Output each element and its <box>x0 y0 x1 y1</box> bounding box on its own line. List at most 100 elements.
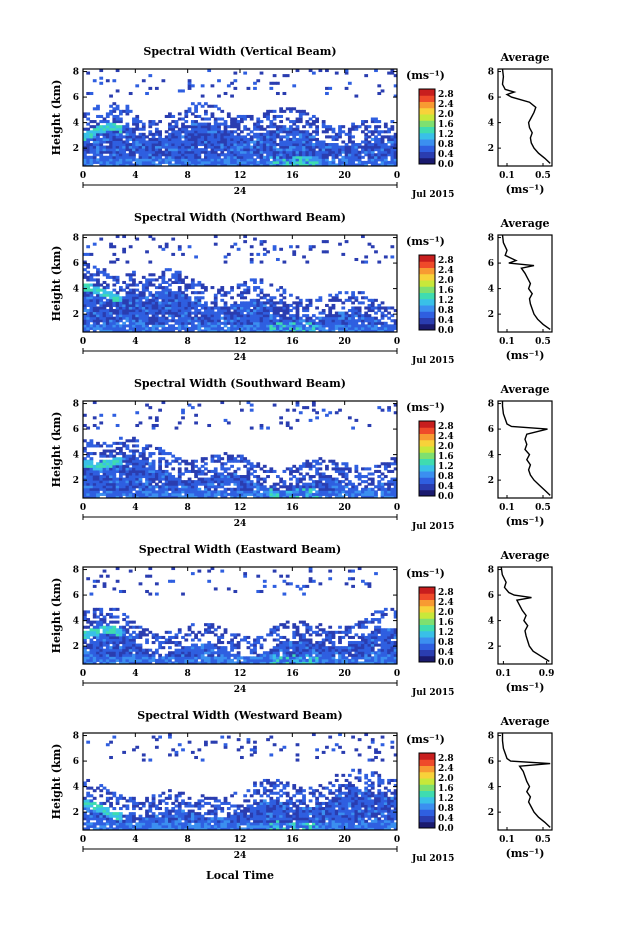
heatmap-cell <box>331 306 336 310</box>
heatmap-cell <box>158 487 162 491</box>
heatmap-cell <box>89 638 94 642</box>
heatmap-cell <box>338 485 342 489</box>
heatmap-cell <box>213 321 218 325</box>
heatmap-cell <box>364 475 369 479</box>
heatmap-cell <box>275 91 280 96</box>
heatmap-cell <box>302 492 306 496</box>
heatmap-cell <box>148 86 153 90</box>
heatmap-cell <box>210 454 215 458</box>
heatmap-cell <box>105 464 110 468</box>
heatmap-cell <box>315 469 319 473</box>
heatmap-cell <box>374 485 378 489</box>
heatmap-cell <box>351 482 355 486</box>
heatmap-cell <box>331 482 336 486</box>
heatmap-cell <box>387 153 391 157</box>
heatmap-cell <box>249 148 254 152</box>
heatmap-cell <box>262 143 267 147</box>
heatmap-cell <box>364 324 369 328</box>
heatmap-cell <box>187 625 192 629</box>
heatmap-cell <box>118 132 123 136</box>
heatmap-cell <box>135 150 140 154</box>
heatmap-cell <box>361 163 365 167</box>
heatmap-cell <box>145 160 149 164</box>
heatmap-cell <box>105 477 110 481</box>
heatmap-cell <box>240 311 244 315</box>
heatmap-cell <box>105 135 110 139</box>
heatmap-cell <box>347 321 352 325</box>
heatmap-cell <box>285 492 290 496</box>
heatmap-cell <box>99 643 104 647</box>
heatmap-cell <box>321 321 326 325</box>
heatmap-cell <box>168 477 172 481</box>
heatmap-cell <box>269 309 274 313</box>
heatmap-cell <box>204 140 208 144</box>
heatmap-cell <box>243 321 248 325</box>
heatmap-cell <box>161 286 166 290</box>
heatmap-cell <box>308 160 313 164</box>
heatmap-cell <box>364 140 369 144</box>
heatmap-cell <box>259 135 264 139</box>
heatmap-cell <box>253 309 257 313</box>
heatmap-cell <box>135 457 140 461</box>
heatmap-cell <box>357 492 362 496</box>
heatmap-cell <box>351 293 355 297</box>
heatmap-cell <box>334 314 339 318</box>
heatmap-cell <box>181 653 185 657</box>
heatmap-cell <box>99 137 104 141</box>
heatmap-cell <box>354 324 359 328</box>
heatmap-cell <box>187 109 192 113</box>
heatmap-cell <box>164 472 169 476</box>
heatmap-cell <box>213 235 218 239</box>
heatmap-cell <box>204 477 208 481</box>
heatmap-cell <box>105 480 110 484</box>
heatmap-cell <box>220 492 225 496</box>
heatmap-cell <box>259 260 264 264</box>
heatmap-cell <box>370 326 375 330</box>
heatmap-cell <box>302 406 306 410</box>
heatmap-cell <box>135 127 140 131</box>
heatmap-cell <box>138 582 143 586</box>
heatmap-cell <box>377 406 382 410</box>
heatmap-cell <box>194 316 198 320</box>
heatmap-cell <box>145 329 149 333</box>
heatmap-cell <box>128 495 133 499</box>
heatmap-cell <box>118 487 123 491</box>
heatmap-cell <box>243 482 248 486</box>
heatmap-cell <box>197 324 202 328</box>
heatmap-cell <box>344 490 349 494</box>
heatmap-cell <box>380 150 385 154</box>
heatmap-cell <box>249 245 254 249</box>
heatmap-cell <box>295 145 300 149</box>
heatmap-cell <box>210 127 215 131</box>
heatmap-cell <box>118 661 123 665</box>
heatmap-cell <box>207 651 212 655</box>
heatmap-cell <box>92 482 97 486</box>
heatmap-cell <box>115 137 120 141</box>
heatmap-cell <box>158 643 162 647</box>
heatmap-cell <box>269 81 274 85</box>
heatmap-cell <box>190 319 195 323</box>
heatmap-cell <box>262 301 267 305</box>
heatmap-cell <box>145 148 149 152</box>
heatmap-cell <box>308 247 313 251</box>
heatmap-cell <box>86 620 91 624</box>
heatmap-cell <box>161 469 166 473</box>
heatmap-cell <box>122 153 127 157</box>
heatmap-cell <box>233 303 238 307</box>
colorbar-segment <box>419 114 435 121</box>
heatmap-cell <box>158 485 162 489</box>
heatmap-cell <box>151 237 156 241</box>
heatmap-cell <box>285 311 290 315</box>
heatmap-cell <box>125 492 130 496</box>
heatmap-cell <box>132 298 136 302</box>
heatmap-cell <box>207 319 212 323</box>
heatmap-cell <box>105 132 110 136</box>
heatmap-cell <box>168 658 172 662</box>
heatmap-cell <box>279 114 284 118</box>
heatmap-cell <box>243 487 248 491</box>
heatmap-cell <box>364 319 369 323</box>
heatmap-cell <box>177 89 182 93</box>
heatmap-cell <box>210 160 215 164</box>
heatmap-cell <box>285 487 290 491</box>
heatmap-cell <box>171 324 176 328</box>
